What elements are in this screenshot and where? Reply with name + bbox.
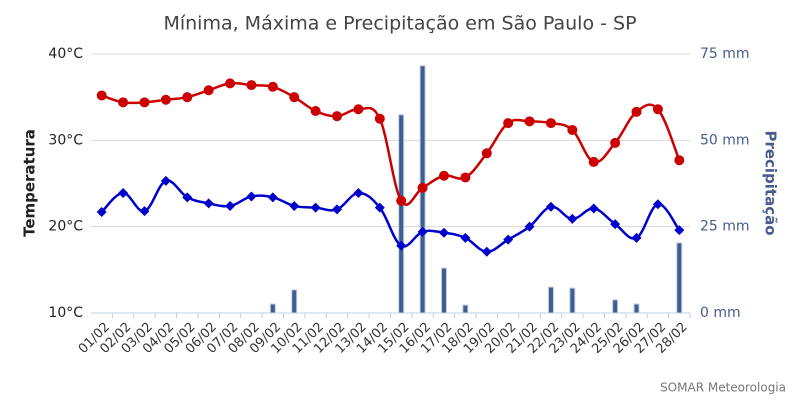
- marker: [460, 232, 471, 243]
- marker: [567, 213, 578, 224]
- marker: [396, 240, 407, 251]
- marker: [203, 198, 214, 209]
- marker: [374, 113, 385, 124]
- bar: [291, 289, 298, 314]
- y2-axis-label: Precipitação: [762, 130, 780, 235]
- bar: [547, 286, 554, 314]
- marker: [396, 195, 407, 206]
- bar: [398, 114, 405, 314]
- chart-title: Mínima, Máxima e Precipitação em São Pau…: [163, 13, 636, 35]
- marker: [203, 85, 214, 96]
- marker: [481, 246, 492, 257]
- marker: [182, 192, 193, 203]
- marker: [139, 97, 150, 108]
- marker: [545, 118, 556, 129]
- marker: [96, 206, 107, 217]
- y2-tick-label: 75 mm: [700, 46, 750, 62]
- marker: [588, 156, 599, 167]
- marker: [310, 105, 321, 116]
- marker: [438, 170, 449, 181]
- bar: [269, 303, 276, 314]
- marker: [503, 118, 514, 129]
- bar: [569, 287, 576, 314]
- credit: SOMAR Meteorologia: [660, 381, 786, 395]
- marker: [310, 202, 321, 213]
- marker: [96, 90, 107, 101]
- marker: [246, 80, 257, 91]
- marker: [588, 203, 599, 214]
- marker: [652, 104, 663, 115]
- marker: [267, 192, 278, 203]
- y-tick-label: 20°C: [48, 219, 83, 235]
- marker: [567, 124, 578, 135]
- marker: [460, 172, 471, 183]
- bar: [462, 304, 469, 314]
- y2-tick-label: 50 mm: [700, 132, 750, 148]
- y-tick-label: 40°C: [48, 46, 83, 62]
- line: [101, 81, 681, 206]
- y2-tick-label: 0 mm: [700, 305, 741, 321]
- bar: [676, 242, 683, 314]
- marker: [225, 78, 236, 89]
- marker: [139, 206, 150, 217]
- marker: [524, 116, 535, 127]
- line: [100, 179, 681, 253]
- y-axis-label: Temperatura: [21, 129, 39, 237]
- marker: [631, 106, 642, 117]
- marker: [332, 111, 343, 122]
- marker: [674, 225, 685, 236]
- bar: [612, 299, 619, 314]
- marker: [118, 97, 129, 108]
- marker: [353, 187, 364, 198]
- marker: [631, 232, 642, 243]
- y2-tick-label: 25 mm: [700, 219, 750, 235]
- marker: [225, 200, 236, 211]
- y-tick-label: 30°C: [48, 132, 83, 148]
- marker: [267, 81, 278, 92]
- marker: [160, 175, 171, 186]
- bar: [633, 303, 640, 314]
- marker: [503, 234, 514, 245]
- marker: [417, 226, 428, 237]
- marker: [182, 92, 193, 103]
- marker: [332, 204, 343, 215]
- marker: [652, 199, 663, 210]
- bar: [440, 267, 447, 314]
- marker: [374, 202, 385, 213]
- marker: [524, 221, 535, 232]
- marker: [353, 104, 364, 115]
- marker: [481, 148, 492, 159]
- marker: [246, 191, 257, 202]
- marker: [118, 187, 129, 198]
- y-tick-label: 10°C: [48, 305, 83, 321]
- marker: [674, 155, 685, 166]
- marker: [289, 200, 300, 211]
- marker: [289, 92, 300, 103]
- marker: [438, 227, 449, 238]
- marker: [610, 137, 621, 148]
- marker: [545, 201, 556, 212]
- marker: [417, 182, 428, 193]
- marker: [610, 219, 621, 230]
- marker: [160, 94, 171, 105]
